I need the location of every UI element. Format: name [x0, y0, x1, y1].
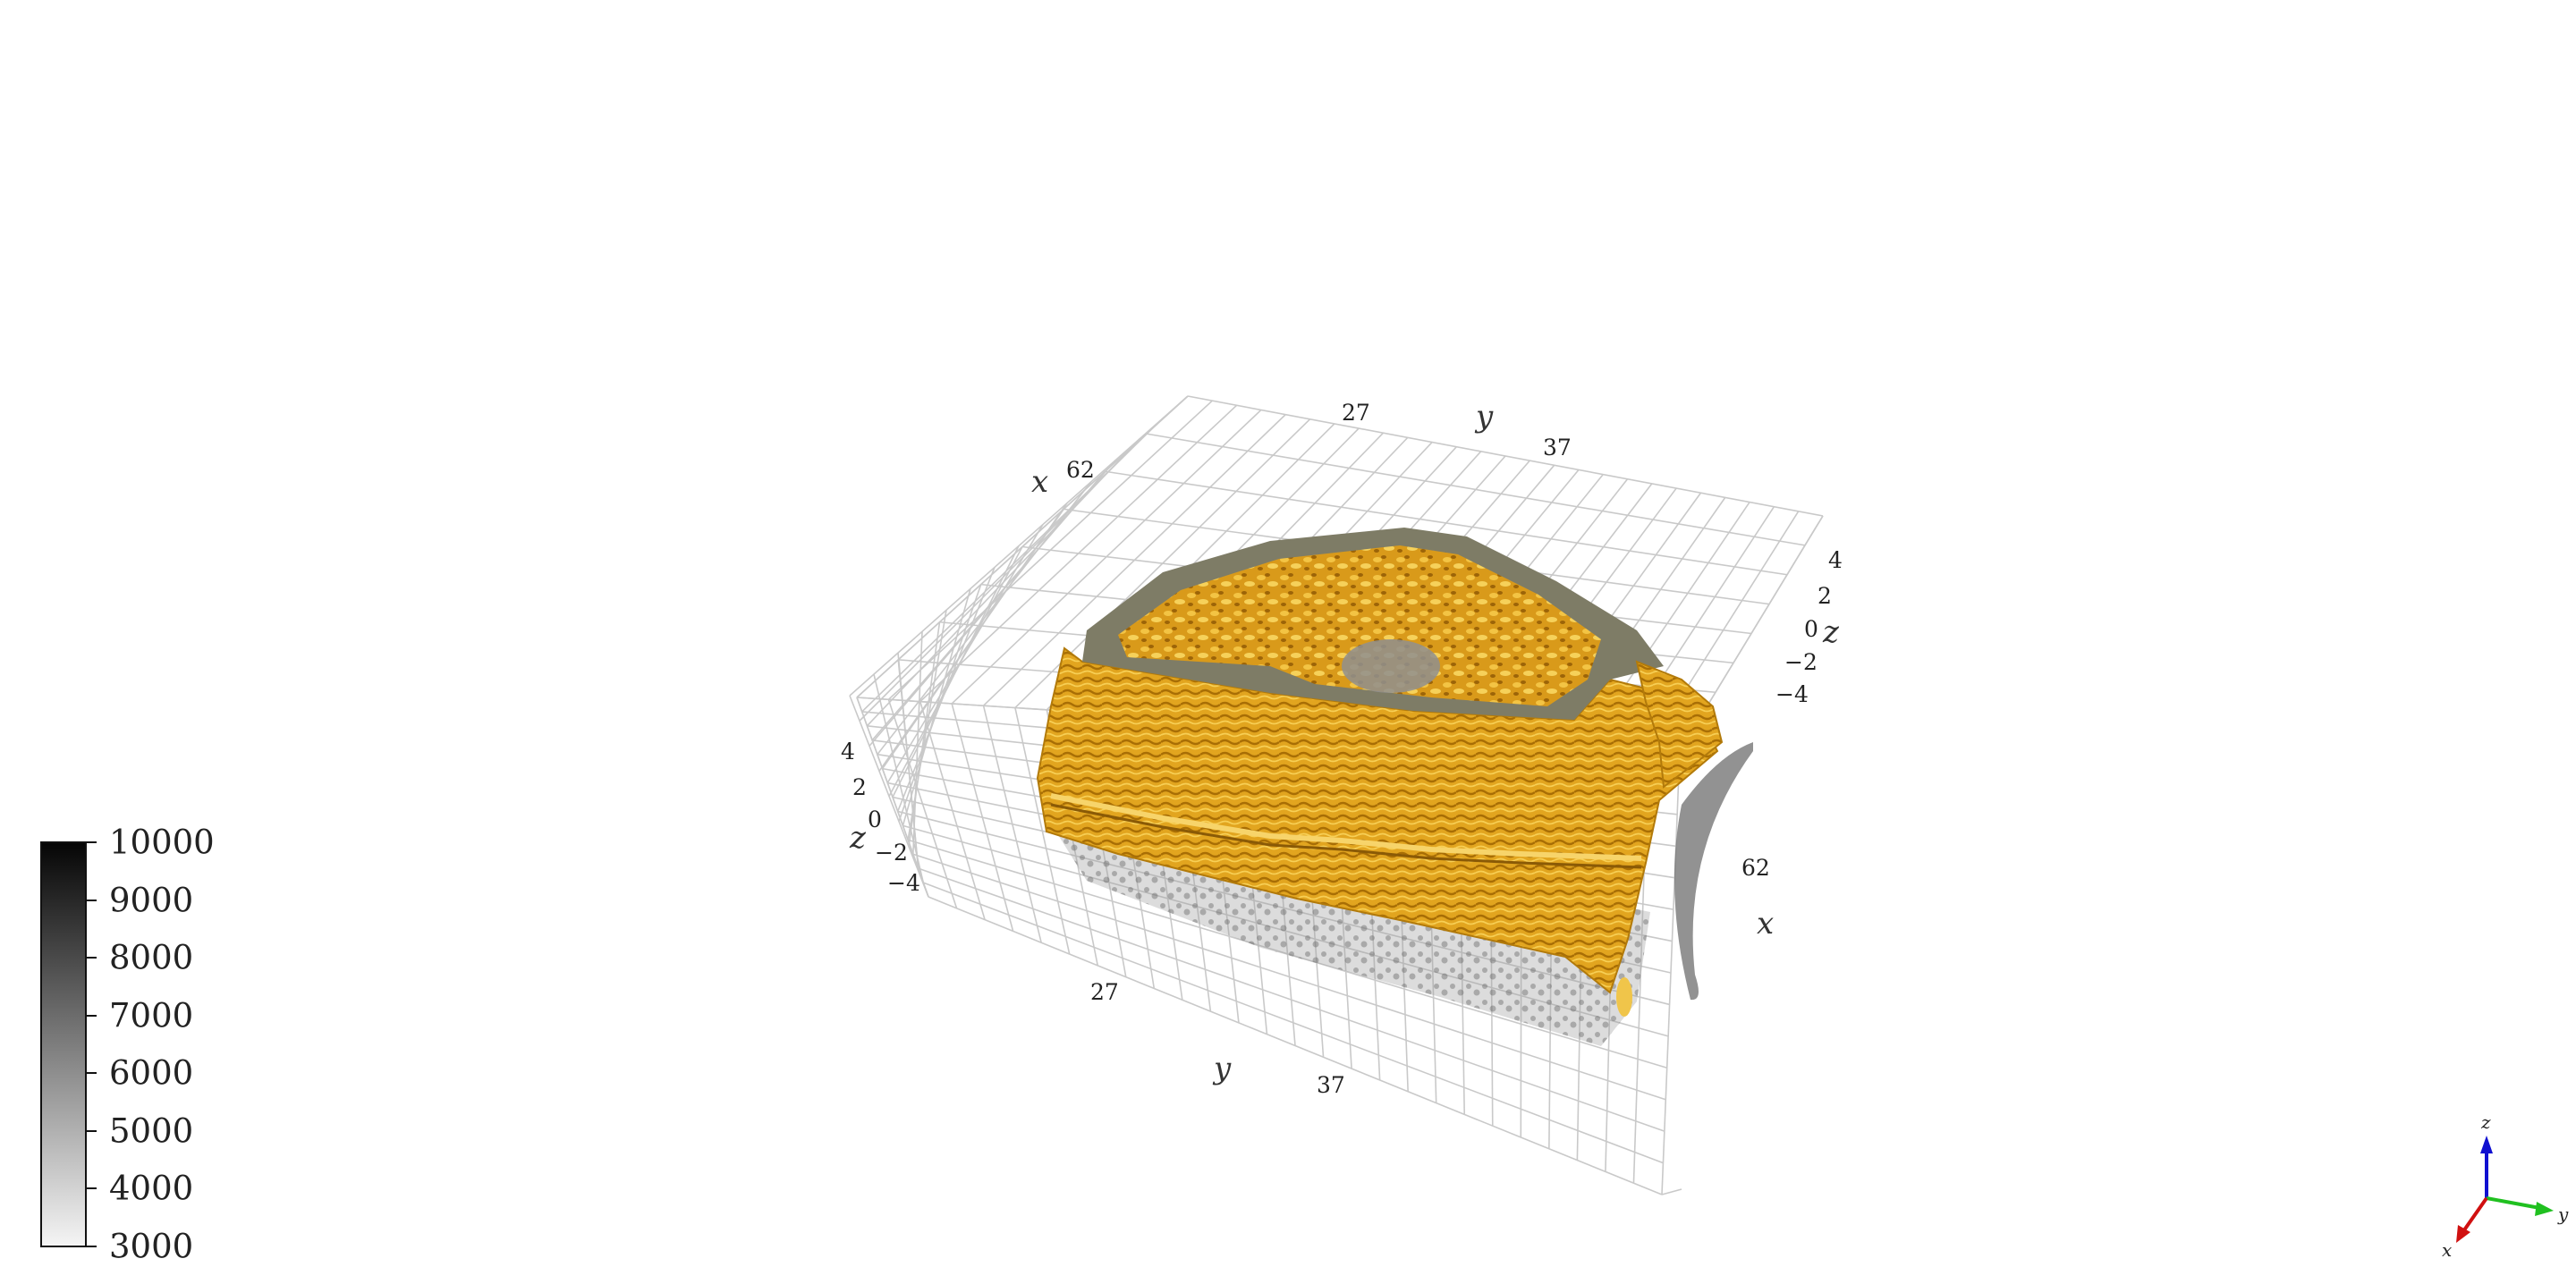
colorbar-tick-label: 5000: [109, 1111, 194, 1151]
colorbar-tick-mark: [86, 899, 97, 901]
axis-y-bottom: y 27 37: [1090, 979, 1345, 1098]
grid-line: [856, 697, 929, 898]
colorbar-tick-label: 8000: [109, 938, 194, 977]
isosurface-right-lobe: [1635, 660, 1724, 789]
colorbar-tick-label: 10000: [109, 823, 215, 862]
axis-y-bottom-label: y: [1212, 1051, 1232, 1086]
axis-y-top-tick: 37: [1543, 435, 1572, 460]
axis-z-left-tick: −2: [875, 840, 908, 866]
triad-x-arrowhead: [2456, 1225, 2470, 1243]
left-wall-grid-plane: [849, 395, 1189, 898]
grid-line: [897, 659, 919, 872]
isosurface-inner-cavity: [1342, 639, 1440, 693]
orientation-triad[interactable]: z y x: [2433, 1109, 2576, 1270]
axis-x-right-tick: 62: [1741, 855, 1770, 881]
grid-line: [1105, 470, 1788, 576]
axis-x-top-tick: 62: [1066, 457, 1095, 483]
axis-y-bottom-tick: 37: [1317, 1072, 1345, 1098]
grid-line: [912, 853, 1666, 1101]
colorbar-tick-mark: [86, 1129, 97, 1132]
grid-line: [888, 546, 1023, 797]
axis-z-left-tick: 0: [868, 807, 882, 832]
axis-x-top: x 62: [1031, 457, 1095, 500]
axis-z-right-tick: 0: [1804, 616, 1818, 642]
grid-line: [928, 896, 1663, 1195]
colorbar-tick-label: 9000: [109, 881, 194, 920]
grid-line: [859, 433, 1148, 722]
axis-x-top-label: x: [1031, 464, 1048, 500]
axis-y-top-label: y: [1474, 399, 1494, 435]
colorbar-tick-label: 3000: [109, 1227, 194, 1266]
colorbar-tick-label: 7000: [109, 996, 194, 1035]
triad-z-arrowhead: [2480, 1136, 2493, 1153]
colorbar-tick-mark: [86, 1246, 97, 1247]
axis-z-right-tick: 2: [1818, 583, 1832, 609]
triad-x-label: x: [2442, 1239, 2452, 1261]
isosurface-crack-line: [1050, 793, 1642, 861]
colorbar-tick-label: 6000: [109, 1053, 194, 1093]
triad-y-arrowhead: [2535, 1202, 2554, 1216]
axis-z-right-tick: −4: [1775, 681, 1809, 707]
grid-line: [1661, 1188, 1682, 1195]
grid-line: [878, 508, 1064, 772]
axis-z-right-label: z: [1822, 614, 1840, 650]
colorbar-tick-mark: [86, 1014, 97, 1017]
isosurface-drip: [1616, 977, 1632, 1017]
grid-line: [1146, 433, 1806, 546]
colorbar-tick-mark: [86, 957, 97, 959]
colorbar-tick-label: 4000: [109, 1169, 194, 1208]
grid-line: [908, 621, 941, 847]
colorbar-tick-mark: [86, 1187, 97, 1190]
axis-z-right: z 4 2 0 −2 −4: [1775, 547, 1843, 707]
grid-line: [849, 395, 1189, 697]
triad-y-arrow: [2486, 1196, 2546, 1211]
axis-z-left: z 4 2 0 −2 −4: [841, 739, 920, 896]
axis-x-right-label: x: [1757, 906, 1774, 942]
volume-side-slice: [1674, 742, 1753, 1001]
grid-line: [918, 867, 1665, 1132]
isosurface-crack-shadow: [1050, 803, 1642, 869]
axis-y-bottom-tick: 27: [1090, 979, 1119, 1005]
grid-line: [923, 882, 1664, 1164]
grid-line: [1187, 395, 1824, 517]
axis-x-right: x 62: [1741, 855, 1774, 942]
axis-z-right-tick: 4: [1828, 547, 1843, 573]
grid-line: [869, 470, 1106, 747]
triad-x-arrow: [2460, 1196, 2488, 1236]
grid-line: [898, 584, 982, 822]
axis-z-left-tick: −4: [887, 870, 920, 896]
axis-y-top-tick: 27: [1342, 400, 1370, 426]
colorbar-gradient: [40, 841, 87, 1247]
colorbar-tick-mark: [86, 841, 97, 843]
colorbar-tick-mark: [86, 1072, 97, 1075]
scalar-colorbar: 10000 9000 8000 7000 6000 5000 4000 3000: [39, 824, 218, 1266]
axis-y-top: y 27 37: [1342, 399, 1572, 460]
axis-z-left-label: z: [849, 820, 867, 856]
triad-y-label: y: [2557, 1204, 2569, 1225]
axis-z-left-tick: 2: [852, 774, 867, 800]
triad-z-label: z: [2480, 1111, 2491, 1133]
axis-z-right-tick: −2: [1784, 649, 1818, 675]
isosurface-trabecular-interior: [1118, 545, 1601, 706]
axis-z-left-tick: 4: [841, 739, 855, 764]
